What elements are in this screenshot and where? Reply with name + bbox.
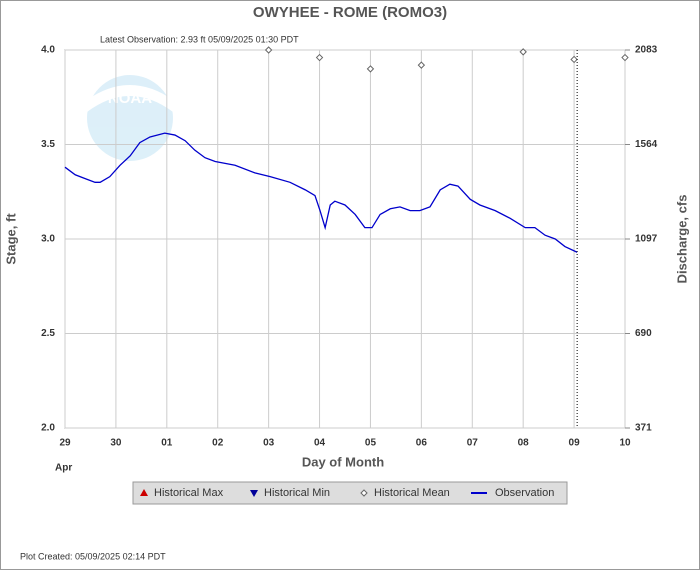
y-tick-label: 2.5 xyxy=(41,328,55,339)
observation-line xyxy=(64,132,578,253)
y-tick-label: 2.0 xyxy=(41,423,55,434)
mean-point xyxy=(570,55,578,64)
x-tick-label: 05 xyxy=(365,438,377,449)
x-tick-label: 06 xyxy=(416,438,428,449)
noaa-watermark: NOAA xyxy=(87,75,173,161)
y-axis-title: Stage, ft xyxy=(3,213,18,265)
legend-marker xyxy=(140,489,148,496)
y2-tick-label: 371 xyxy=(635,423,652,434)
footer: Plot Created: 05/09/2025 02:14 PDT xyxy=(20,551,166,561)
x-tick-label: 01 xyxy=(161,438,173,449)
svg-text:NOAA: NOAA xyxy=(108,90,152,107)
x-axis-title: Day of Month xyxy=(302,454,384,469)
x-tick-label: 04 xyxy=(314,438,326,449)
x-month-label: Apr xyxy=(55,463,72,474)
legend-box xyxy=(132,481,568,505)
mean-point xyxy=(519,48,527,56)
legend-label: Observation xyxy=(495,487,554,499)
mean-point xyxy=(264,46,273,54)
y-tick-label: 3.0 xyxy=(41,234,55,245)
x-tick-label: 03 xyxy=(263,438,275,449)
legend-marker xyxy=(360,489,368,497)
legend-marker xyxy=(250,490,258,497)
mean-point xyxy=(315,53,324,62)
mean-point xyxy=(366,65,375,73)
x-tick-label: 30 xyxy=(110,438,122,449)
x-tick-label: 09 xyxy=(569,438,581,449)
x-tick-label: 08 xyxy=(518,438,530,449)
y2-tick-label: 2083 xyxy=(635,45,658,56)
y-tick-label: 3.5 xyxy=(41,139,55,150)
x-tick-label: 02 xyxy=(212,438,224,449)
x-tick-label: 07 xyxy=(467,438,479,449)
legend: Historical Max Historical Min Historical M… xyxy=(132,481,568,505)
mean-point xyxy=(417,61,426,69)
chart-title: OWYHEE - ROME (ROMO3) xyxy=(253,4,447,21)
legend-label: Historical Mean xyxy=(374,487,450,499)
x-tick-label: 10 xyxy=(619,438,631,449)
subtitle: Latest Observation: 2.93 ft 05/09/2025 0… xyxy=(100,34,299,44)
x-tick-label: 29 xyxy=(59,438,71,449)
legend-label: Historical Max xyxy=(154,487,224,499)
y2-axis-title: Discharge, cfs xyxy=(674,195,689,284)
y2-tick-label: 1564 xyxy=(635,139,658,150)
legend-label: Historical Min xyxy=(264,487,330,499)
mean-point xyxy=(621,53,629,62)
y2-tick-label: 1097 xyxy=(635,234,658,245)
y-tick-label: 4.0 xyxy=(41,45,55,56)
y2-tick-label: 690 xyxy=(635,328,652,339)
